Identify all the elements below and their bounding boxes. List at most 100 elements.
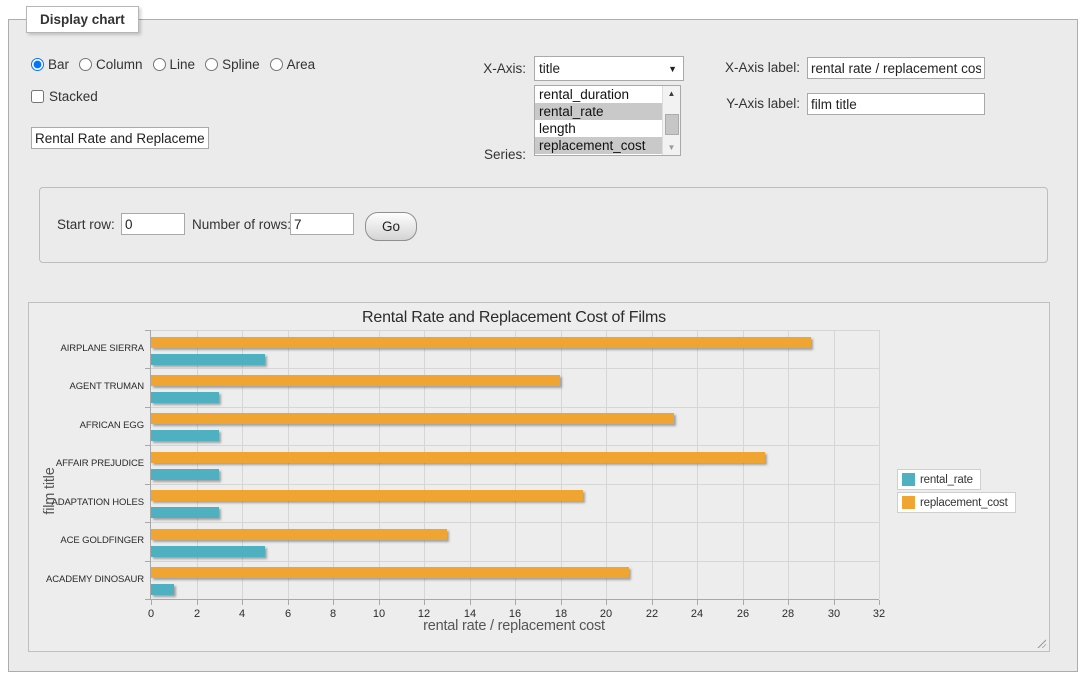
legend-item-rental_rate[interactable]: rental_rate bbox=[897, 469, 981, 490]
start-row-input[interactable] bbox=[121, 213, 185, 235]
chart-type-option-column[interactable]: Column bbox=[79, 57, 143, 72]
series-option-rental_rate[interactable]: rental_rate bbox=[535, 103, 663, 120]
x-axis-tick bbox=[151, 600, 152, 605]
legend-label: replacement_cost bbox=[920, 497, 1008, 509]
chart-type-radio[interactable] bbox=[270, 58, 283, 71]
x-axis-tick bbox=[470, 600, 471, 605]
chart-type-label: Area bbox=[287, 57, 316, 72]
y-category-label: AGENT TRUMAN bbox=[30, 368, 144, 406]
chart-type-option-spline[interactable]: Spline bbox=[205, 57, 260, 72]
grid-line-vertical bbox=[743, 330, 744, 599]
y-axis-tick bbox=[145, 561, 151, 562]
series-field-label: Series: bbox=[446, 147, 526, 162]
series-listbox-options: rental_durationrental_ratelengthreplacem… bbox=[535, 86, 663, 154]
chart-title: Rental Rate and Replacement Cost of Film… bbox=[150, 309, 878, 327]
bar-replacement_cost[interactable] bbox=[151, 337, 811, 348]
grid-line-vertical bbox=[515, 330, 516, 599]
y-category-label: ADAPTATION HOLES bbox=[30, 484, 144, 522]
y-category-label: AIRPLANE SIERRA bbox=[30, 330, 144, 368]
bar-replacement_cost[interactable] bbox=[151, 375, 560, 386]
x-axis-tick bbox=[652, 600, 653, 605]
y-category-label: ACADEMY DINOSAUR bbox=[30, 561, 144, 599]
y-axis-label-input[interactable] bbox=[807, 93, 985, 115]
y-axis-tick bbox=[145, 484, 151, 485]
x-axis-tick bbox=[834, 600, 835, 605]
x-axis-tick bbox=[697, 600, 698, 605]
bar-replacement_cost[interactable] bbox=[151, 490, 583, 501]
bar-rental_rate[interactable] bbox=[151, 546, 265, 557]
bar-rental_rate[interactable] bbox=[151, 469, 219, 480]
bar-replacement_cost[interactable] bbox=[151, 567, 629, 578]
y-axis-tick bbox=[145, 445, 151, 446]
legend-swatch-icon bbox=[902, 473, 915, 486]
chart-type-radio[interactable] bbox=[79, 58, 92, 71]
chart-type-group: Bar Column Line Spline Area bbox=[31, 57, 315, 72]
series-option-rental_duration[interactable]: rental_duration bbox=[535, 86, 663, 103]
chart-type-radio[interactable] bbox=[31, 58, 44, 71]
chart-type-option-bar[interactable]: Bar bbox=[31, 57, 69, 72]
series-option-replacement_cost[interactable]: replacement_cost bbox=[535, 137, 663, 154]
chart-type-label: Line bbox=[170, 57, 196, 72]
go-button[interactable]: Go bbox=[365, 212, 417, 241]
chart-type-label: Column bbox=[96, 57, 143, 72]
x-axis-tick bbox=[743, 600, 744, 605]
display-chart-panel: Display chart BarColumnLineSplineArea St… bbox=[8, 19, 1078, 672]
stacked-option[interactable]: Stacked bbox=[31, 89, 98, 104]
bar-rental_rate[interactable] bbox=[151, 392, 219, 403]
legend-item-replacement_cost[interactable]: replacement_cost bbox=[897, 492, 1016, 513]
chart-title-input[interactable] bbox=[31, 127, 209, 149]
bar-rental_rate[interactable] bbox=[151, 354, 265, 365]
grid-line-vertical bbox=[652, 330, 653, 599]
num-rows-label: Number of rows: bbox=[192, 217, 291, 232]
num-rows-input[interactable] bbox=[290, 213, 354, 235]
stacked-checkbox[interactable] bbox=[31, 90, 44, 103]
x-axis-tick bbox=[379, 600, 380, 605]
chart-type-option-line[interactable]: Line bbox=[153, 57, 196, 72]
plot-area: 02468101214161820222426283032AIRPLANE SI… bbox=[150, 330, 879, 600]
x-axis-tick bbox=[424, 600, 425, 605]
bar-replacement_cost[interactable] bbox=[151, 452, 765, 463]
x-axis-label-field-label: X-Axis label: bbox=[650, 60, 800, 75]
y-category-label: ACE GOLDFINGER bbox=[30, 522, 144, 560]
bar-replacement_cost[interactable] bbox=[151, 413, 674, 424]
scrollbar-thumb[interactable] bbox=[665, 114, 679, 135]
chart-type-radio[interactable] bbox=[205, 58, 218, 71]
grid-line-vertical bbox=[879, 330, 880, 599]
chart-type-radio[interactable] bbox=[153, 58, 166, 71]
bar-rental_rate[interactable] bbox=[151, 584, 174, 595]
stacked-label: Stacked bbox=[49, 89, 98, 104]
scrollbar-down-icon[interactable]: ▼ bbox=[663, 140, 680, 155]
x-axis-tick bbox=[788, 600, 789, 605]
grid-line-vertical bbox=[788, 330, 789, 599]
x-axis-field-label: X-Axis: bbox=[446, 61, 526, 76]
x-axis-tick bbox=[197, 600, 198, 605]
grid-line-vertical bbox=[606, 330, 607, 599]
y-axis-tick bbox=[145, 407, 151, 408]
resize-handle-icon[interactable] bbox=[1036, 638, 1046, 648]
grid-line-vertical bbox=[288, 330, 289, 599]
legend-swatch-icon bbox=[902, 496, 915, 509]
chart-type-label: Bar bbox=[48, 57, 69, 72]
y-category-label: AFFAIR PREJUDICE bbox=[30, 445, 144, 483]
grid-line-vertical bbox=[697, 330, 698, 599]
bar-rental_rate[interactable] bbox=[151, 430, 219, 441]
bar-replacement_cost[interactable] bbox=[151, 529, 447, 540]
grid-line-vertical bbox=[834, 330, 835, 599]
x-axis-tick bbox=[288, 600, 289, 605]
y-axis-tick bbox=[145, 368, 151, 369]
grid-line-vertical bbox=[333, 330, 334, 599]
x-axis-tick bbox=[515, 600, 516, 605]
bar-rental_rate[interactable] bbox=[151, 507, 219, 518]
grid-line-vertical bbox=[470, 330, 471, 599]
chart-legend: rental_rate replacement_cost bbox=[897, 469, 1016, 513]
y-axis-tick bbox=[145, 522, 151, 523]
x-axis-selected-value: title bbox=[539, 61, 560, 76]
grid-line-vertical bbox=[379, 330, 380, 599]
series-option-length[interactable]: length bbox=[535, 120, 663, 137]
chart-type-option-area[interactable]: Area bbox=[270, 57, 316, 72]
panel-title: Display chart bbox=[26, 6, 139, 33]
row-range-form: Start row: Number of rows: Go bbox=[39, 187, 1048, 263]
y-axis-label-field-label: Y-Axis label: bbox=[650, 96, 800, 111]
grid-line-vertical bbox=[242, 330, 243, 599]
x-axis-label-input[interactable] bbox=[807, 57, 985, 79]
